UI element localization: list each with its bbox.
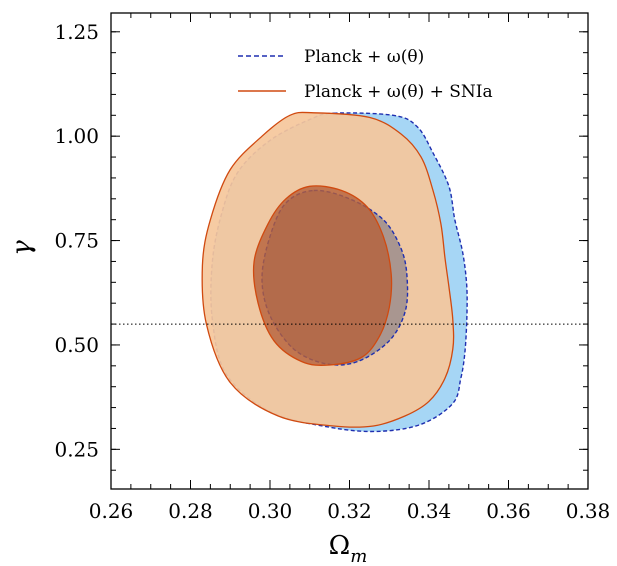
legend-label-planck-omega: Planck + ω(θ) — [304, 47, 424, 67]
x-tick-label: 0.38 — [566, 499, 611, 523]
y-tick-label: 1.25 — [54, 20, 99, 44]
x-tick-label: 0.32 — [327, 499, 372, 523]
legend-label-planck-omega-snia: Planck + ω(θ) + SNIa — [304, 82, 493, 102]
x-tick-label: 0.26 — [89, 499, 134, 523]
y-tick-label: 0.50 — [54, 333, 99, 357]
y-tick-label: 1.00 — [54, 124, 99, 148]
x-axis-title-subscript: m — [350, 546, 367, 566]
legend: Planck + ω(θ) Planck + ω(θ) + SNIa — [238, 47, 493, 102]
contour-planck-omega-snia-inner — [252, 185, 393, 366]
y-tick-label: 0.75 — [54, 229, 99, 253]
x-axis-title-main: Ω — [329, 531, 351, 561]
x-tick-label: 0.30 — [248, 499, 293, 523]
contour-layer — [201, 111, 468, 433]
tick-labels: 0.26 0.28 0.30 0.32 0.34 0.36 0.38 0.25 0.50 0.75… — [54, 20, 610, 523]
y-tick-label: 0.25 — [54, 437, 99, 461]
x-tick-label: 0.28 — [168, 499, 213, 523]
x-tick-label: 0.36 — [486, 499, 531, 523]
axis-ticks — [110, 13, 589, 489]
x-tick-label: 0.34 — [407, 499, 452, 523]
x-axis-title: Ωm — [329, 531, 368, 566]
y-axis-title: γ — [7, 240, 37, 256]
